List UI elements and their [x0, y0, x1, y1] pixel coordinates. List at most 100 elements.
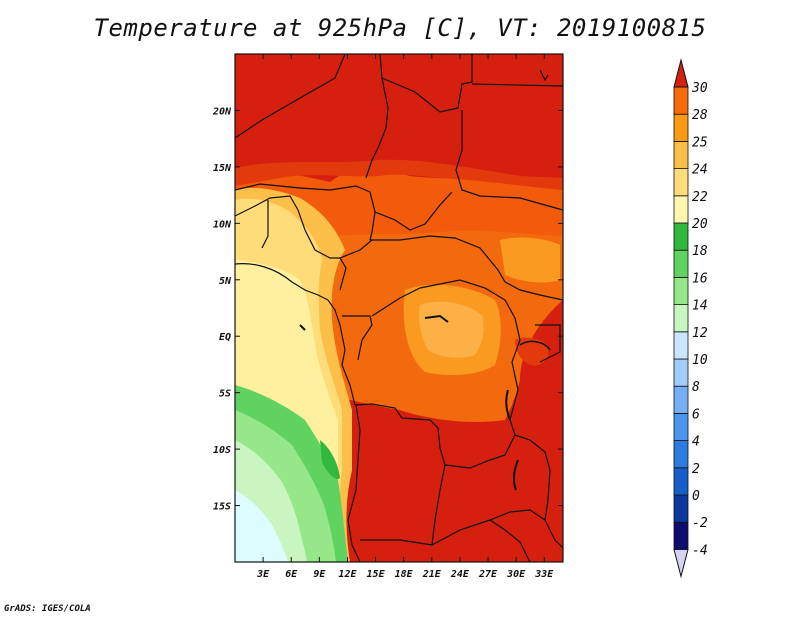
border-path [535, 324, 561, 363]
plot-frame [234, 53, 564, 563]
x-tick-label: 30E [506, 569, 526, 580]
border-path [539, 69, 549, 82]
x-tick-label: 21E [422, 569, 442, 580]
colorbar-swatch [673, 331, 689, 360]
y-tick-label: 15S [213, 502, 231, 513]
y-axis: 20N 15N 10N 5N EQ 5S 10S 15S [212, 106, 563, 513]
y-tick-label: 20N [212, 106, 232, 117]
colorbar-swatch [673, 304, 689, 333]
x-tick-label: 27E [478, 569, 498, 580]
border-path [471, 83, 563, 87]
field-coastal-cool [235, 490, 288, 562]
border-path [339, 239, 373, 259]
lake-malawi [512, 459, 519, 491]
colorbar-swatch [673, 168, 689, 197]
colorbar-label: -4 [692, 543, 708, 558]
border-path [514, 434, 551, 521]
colorbar-swatch [673, 440, 689, 469]
map-title: Temperature at 925hPa [C], VT: 201910081… [93, 14, 707, 42]
coastline [347, 404, 361, 562]
colorbar-label: 30 [691, 81, 708, 96]
colorbar-label: 28 [692, 108, 708, 123]
colorbar-swatch [673, 249, 689, 278]
colorbar-swatch [673, 86, 689, 115]
border-path [509, 509, 563, 549]
border-path [370, 235, 506, 283]
y-tick-label: 10S [213, 445, 231, 456]
colorbar-label: 0 [692, 489, 700, 504]
y-tick-label: EQ [219, 332, 231, 343]
x-tick-label: 15E [367, 569, 386, 580]
colorbar-swatch [673, 385, 689, 414]
colorbar-swatch [673, 276, 689, 305]
x-tick-label: 33E [534, 569, 554, 580]
country-borders [235, 54, 563, 562]
border-path [509, 317, 521, 436]
border-path [342, 315, 373, 361]
border-path [489, 519, 531, 562]
colorbar-swatch [673, 494, 689, 523]
colorbar-triangle-high [673, 58, 689, 88]
colorbar-label: 24 [692, 163, 708, 178]
island [299, 324, 306, 331]
coastline [327, 299, 356, 406]
x-axis: 3E 6E 9E 12E 15E 18E 21E 24E 27E 30E 33E [256, 54, 554, 580]
colorbar-label: -2 [692, 516, 708, 531]
x-tick-label: 12E [338, 569, 357, 580]
border-path [455, 110, 563, 211]
border-path [431, 464, 446, 546]
colorbar-swatch [673, 140, 689, 169]
colorbar-swatch [673, 521, 689, 550]
border-path [235, 54, 346, 139]
colorbar-label: 18 [692, 244, 708, 259]
colorbar-label: 8 [692, 380, 700, 395]
colorbar-label: 16 [692, 271, 708, 286]
y-tick-label: 5N [219, 276, 232, 287]
border-path [504, 281, 563, 301]
colorbar-label: 25 [692, 135, 708, 150]
y-tick-label: 15N [213, 163, 232, 174]
field-congo-core [418, 301, 484, 358]
colorbar-swatch [673, 113, 689, 142]
field-sahel-edge [235, 159, 563, 190]
y-tick-label: 10N [213, 219, 232, 230]
border-path [235, 195, 306, 231]
colorbar-label: 22 [692, 190, 708, 205]
field-green-patch [320, 440, 340, 480]
coastline [235, 263, 329, 301]
colorbar-label: 6 [692, 407, 700, 422]
border-path [354, 403, 446, 466]
colorbar-label: 10 [692, 353, 708, 368]
colorbar-swatch [673, 195, 689, 224]
credit-label: GrADS: IGES/COLA [4, 604, 91, 614]
border-path [304, 229, 347, 291]
border-path [235, 183, 376, 241]
field-sudan-patch [500, 237, 560, 283]
river-mark [424, 314, 449, 323]
colorbar-swatch [673, 467, 689, 496]
x-tick-label: 9E [313, 569, 326, 580]
border-path [444, 434, 516, 469]
colorbar-label: 4 [692, 435, 700, 450]
colorbar-label: 2 [692, 462, 700, 477]
colorbar-label: 20 [692, 217, 708, 232]
x-tick-label: 24E [450, 569, 470, 580]
x-tick-label: 6E [285, 569, 298, 580]
x-tick-label: 18E [395, 569, 414, 580]
temperature-field [235, 54, 563, 562]
colorbar-triangle-low [673, 548, 689, 579]
border-path [381, 54, 473, 113]
field-lake-region [515, 337, 549, 366]
border-path [374, 191, 453, 231]
lake-victoria [519, 340, 551, 351]
border-path [360, 511, 511, 546]
lake-tanganyika [505, 389, 511, 421]
border-path [261, 200, 269, 249]
border-path [371, 279, 516, 319]
colorbar-swatch [673, 358, 689, 387]
colorbar-swatch [673, 222, 689, 251]
y-tick-label: 5S [219, 389, 231, 400]
x-tick-label: 3E [256, 569, 270, 580]
